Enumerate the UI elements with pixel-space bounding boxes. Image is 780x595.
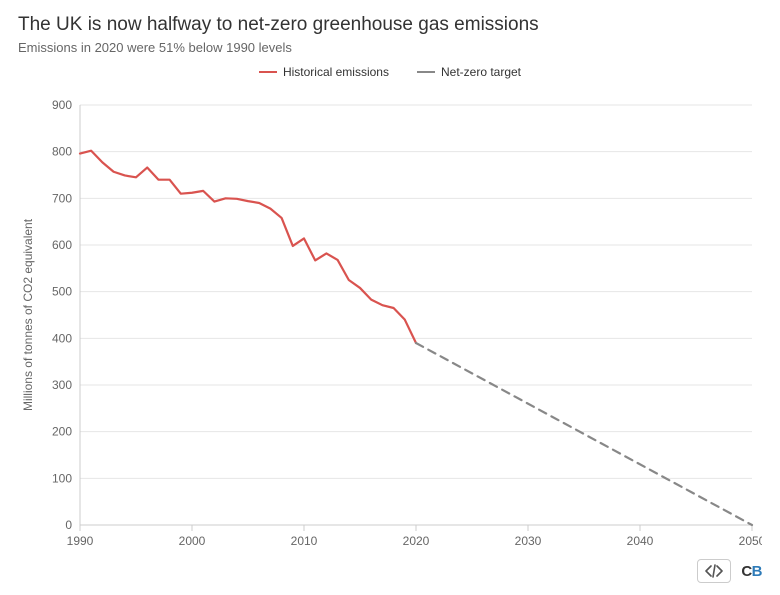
- y-tick-label: 600: [52, 238, 72, 252]
- legend-item-historical[interactable]: Historical emissions: [259, 65, 389, 79]
- logo-letter-b: B: [752, 563, 762, 580]
- legend-label-target: Net-zero target: [441, 65, 521, 79]
- series-historical: [80, 151, 416, 343]
- source-logo[interactable]: CB: [741, 563, 762, 580]
- code-embed-icon: [705, 564, 723, 578]
- legend-item-target[interactable]: Net-zero target: [417, 65, 521, 79]
- line-chart: 0 100 200 300 400 500 600 700 800 900 1990 2000 2010…: [18, 85, 762, 555]
- x-tick-label: 2050: [739, 534, 762, 548]
- legend-swatch-target: [417, 71, 435, 74]
- chart-subtitle: Emissions in 2020 were 51% below 1990 le…: [18, 40, 762, 55]
- logo-letter-c: C: [741, 563, 751, 580]
- x-tick-label: 2030: [515, 534, 542, 548]
- chart-area: 0 100 200 300 400 500 600 700 800 900 1990 2000 2010…: [18, 85, 762, 555]
- y-tick-label: 700: [52, 191, 72, 205]
- series-target: [416, 343, 752, 525]
- footer-controls: CB: [697, 559, 762, 583]
- y-tick-label: 300: [52, 378, 72, 392]
- legend-label-historical: Historical emissions: [283, 65, 389, 79]
- y-tick-label: 800: [52, 145, 72, 159]
- x-tick-label: 2020: [403, 534, 430, 548]
- x-tick-label: 2010: [291, 534, 318, 548]
- y-tick-label: 0: [65, 518, 72, 532]
- x-tick-label: 1990: [67, 534, 94, 548]
- y-tick-label: 200: [52, 425, 72, 439]
- legend-swatch-historical: [259, 71, 277, 74]
- y-tick-label: 900: [52, 98, 72, 112]
- y-axis-title: Millions of tonnes of CO2 equivalent: [21, 218, 35, 411]
- chart-title: The UK is now halfway to net-zero greenh…: [18, 14, 762, 36]
- y-tick-label: 400: [52, 331, 72, 345]
- x-tick-label: 2040: [627, 534, 654, 548]
- y-tick-label: 100: [52, 471, 72, 485]
- x-tick-label: 2000: [179, 534, 206, 548]
- legend: Historical emissions Net-zero target: [18, 65, 762, 79]
- embed-button[interactable]: [697, 559, 731, 583]
- y-tick-label: 500: [52, 285, 72, 299]
